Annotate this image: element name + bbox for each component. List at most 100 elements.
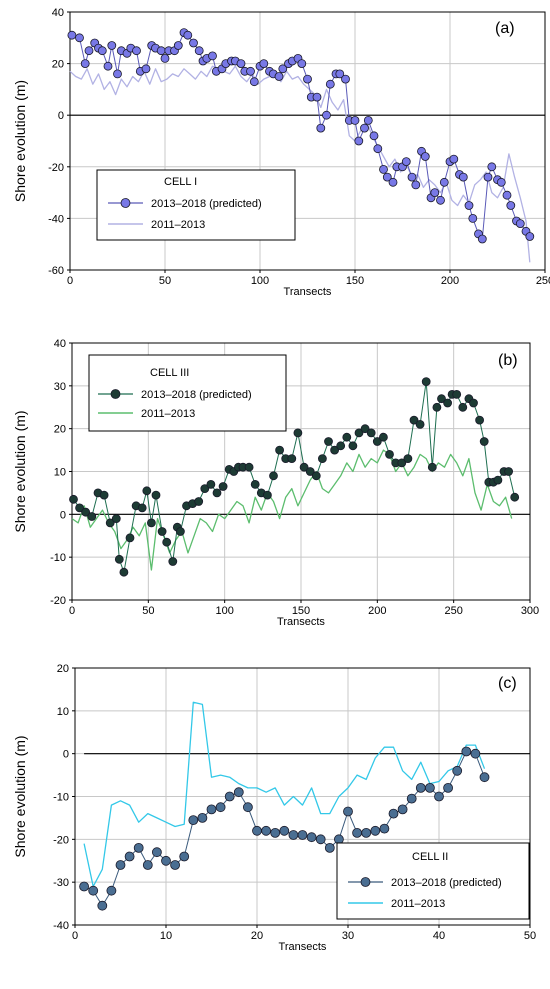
data-point [385,449,394,459]
y-tick-label-6: 40 [54,338,66,350]
data-point [342,432,352,442]
data-point [137,503,147,513]
y-tick-label-0: -60 [48,265,64,277]
data-point [397,804,408,815]
x-tick-label-2: 100 [251,275,269,287]
data-point [151,847,162,858]
data-point [87,512,97,521]
data-point [81,507,91,517]
data-point [179,851,190,862]
data-point [206,804,217,815]
data-point [379,823,390,834]
legend-title: CELL III [150,367,189,379]
data-point [107,41,117,50]
series-2 [83,701,486,888]
legend-entry-1: 2013–2018 (predicted) [151,198,262,210]
data-point [287,454,297,464]
series-1 [67,28,535,244]
data-point [506,201,516,210]
data-point [197,813,208,823]
data-point [372,437,382,446]
x-tick-label-5: 250 [536,275,550,287]
chart-panel-3: 0 10 20 30 40 50 -40 -30 -20 -10 0 10 20 Transects Sho… [12,663,536,953]
data-point [157,527,167,536]
y-tick-label-0: -40 [53,920,69,932]
data-point [324,843,335,853]
data-point [142,486,152,496]
legend-entry-1: 2013–2018 (predicted) [141,389,252,401]
y-tick-label-3: 0 [58,110,64,122]
chart-panel-2: 0 50 100 150 200 250 300 -20 -10 0 10 20 30 40 Transec… [12,338,539,628]
data-point [236,59,246,68]
legend-entry-2: 2011–2013 [151,219,205,231]
data-point [430,188,440,198]
data-point [97,46,107,56]
y-tick-label-5: 30 [54,381,66,393]
x-tick-label-2: 100 [215,605,233,617]
series-2 [69,65,531,263]
data-point [443,398,453,408]
data-point [401,157,411,167]
data-point [151,490,161,500]
data-point [141,64,151,74]
data-point [306,832,317,843]
data-point [103,61,113,71]
data-point [162,537,172,547]
data-point [421,377,431,387]
data-point [242,802,253,813]
data-point [336,441,346,451]
data-point [111,514,121,523]
data-point [189,38,198,48]
series-2 [71,449,513,571]
data-point [97,900,108,911]
data-point [113,69,122,79]
y-tick-label-1: -10 [50,552,66,564]
data-point [262,490,272,500]
data-point [297,830,308,840]
data-point [183,30,193,40]
data-point [434,791,444,802]
data-point [322,110,331,120]
plot-frame [69,11,546,271]
data-point [461,746,472,757]
y-tick-label-1: -30 [53,877,69,889]
data-point [69,494,78,504]
data-point [173,41,183,50]
data-point [279,825,290,836]
data-point [299,462,309,472]
data-point [297,59,307,68]
data-point [161,855,171,866]
data-point [487,162,497,172]
data-point [436,195,445,205]
data-point [510,492,520,502]
data-point [274,72,284,81]
data-point [335,69,345,79]
y-tick-label-0: -20 [50,595,66,607]
data-point [316,123,326,133]
data-point [493,475,503,485]
data-point [479,437,489,446]
data-point [363,116,373,125]
data-point [200,484,210,494]
data-point [452,765,463,776]
y-tick-label-5: 10 [57,706,69,718]
data-point [373,144,383,154]
data-point [75,33,84,43]
data-point [468,213,478,223]
data-point [67,30,77,40]
y-tick-label-1: -40 [48,213,64,225]
data-point [208,51,217,61]
data-point [261,825,272,836]
panel-label: (c) [498,675,517,692]
data-point [312,92,322,102]
data-point [409,415,419,425]
data-point [270,828,281,838]
legend-marker-1 [360,877,371,887]
data-point [293,428,303,438]
data-point [317,454,327,464]
data-point [388,808,399,819]
data-point [305,467,315,476]
legend-box [88,354,287,432]
data-point [411,180,421,190]
data-point [496,177,506,187]
